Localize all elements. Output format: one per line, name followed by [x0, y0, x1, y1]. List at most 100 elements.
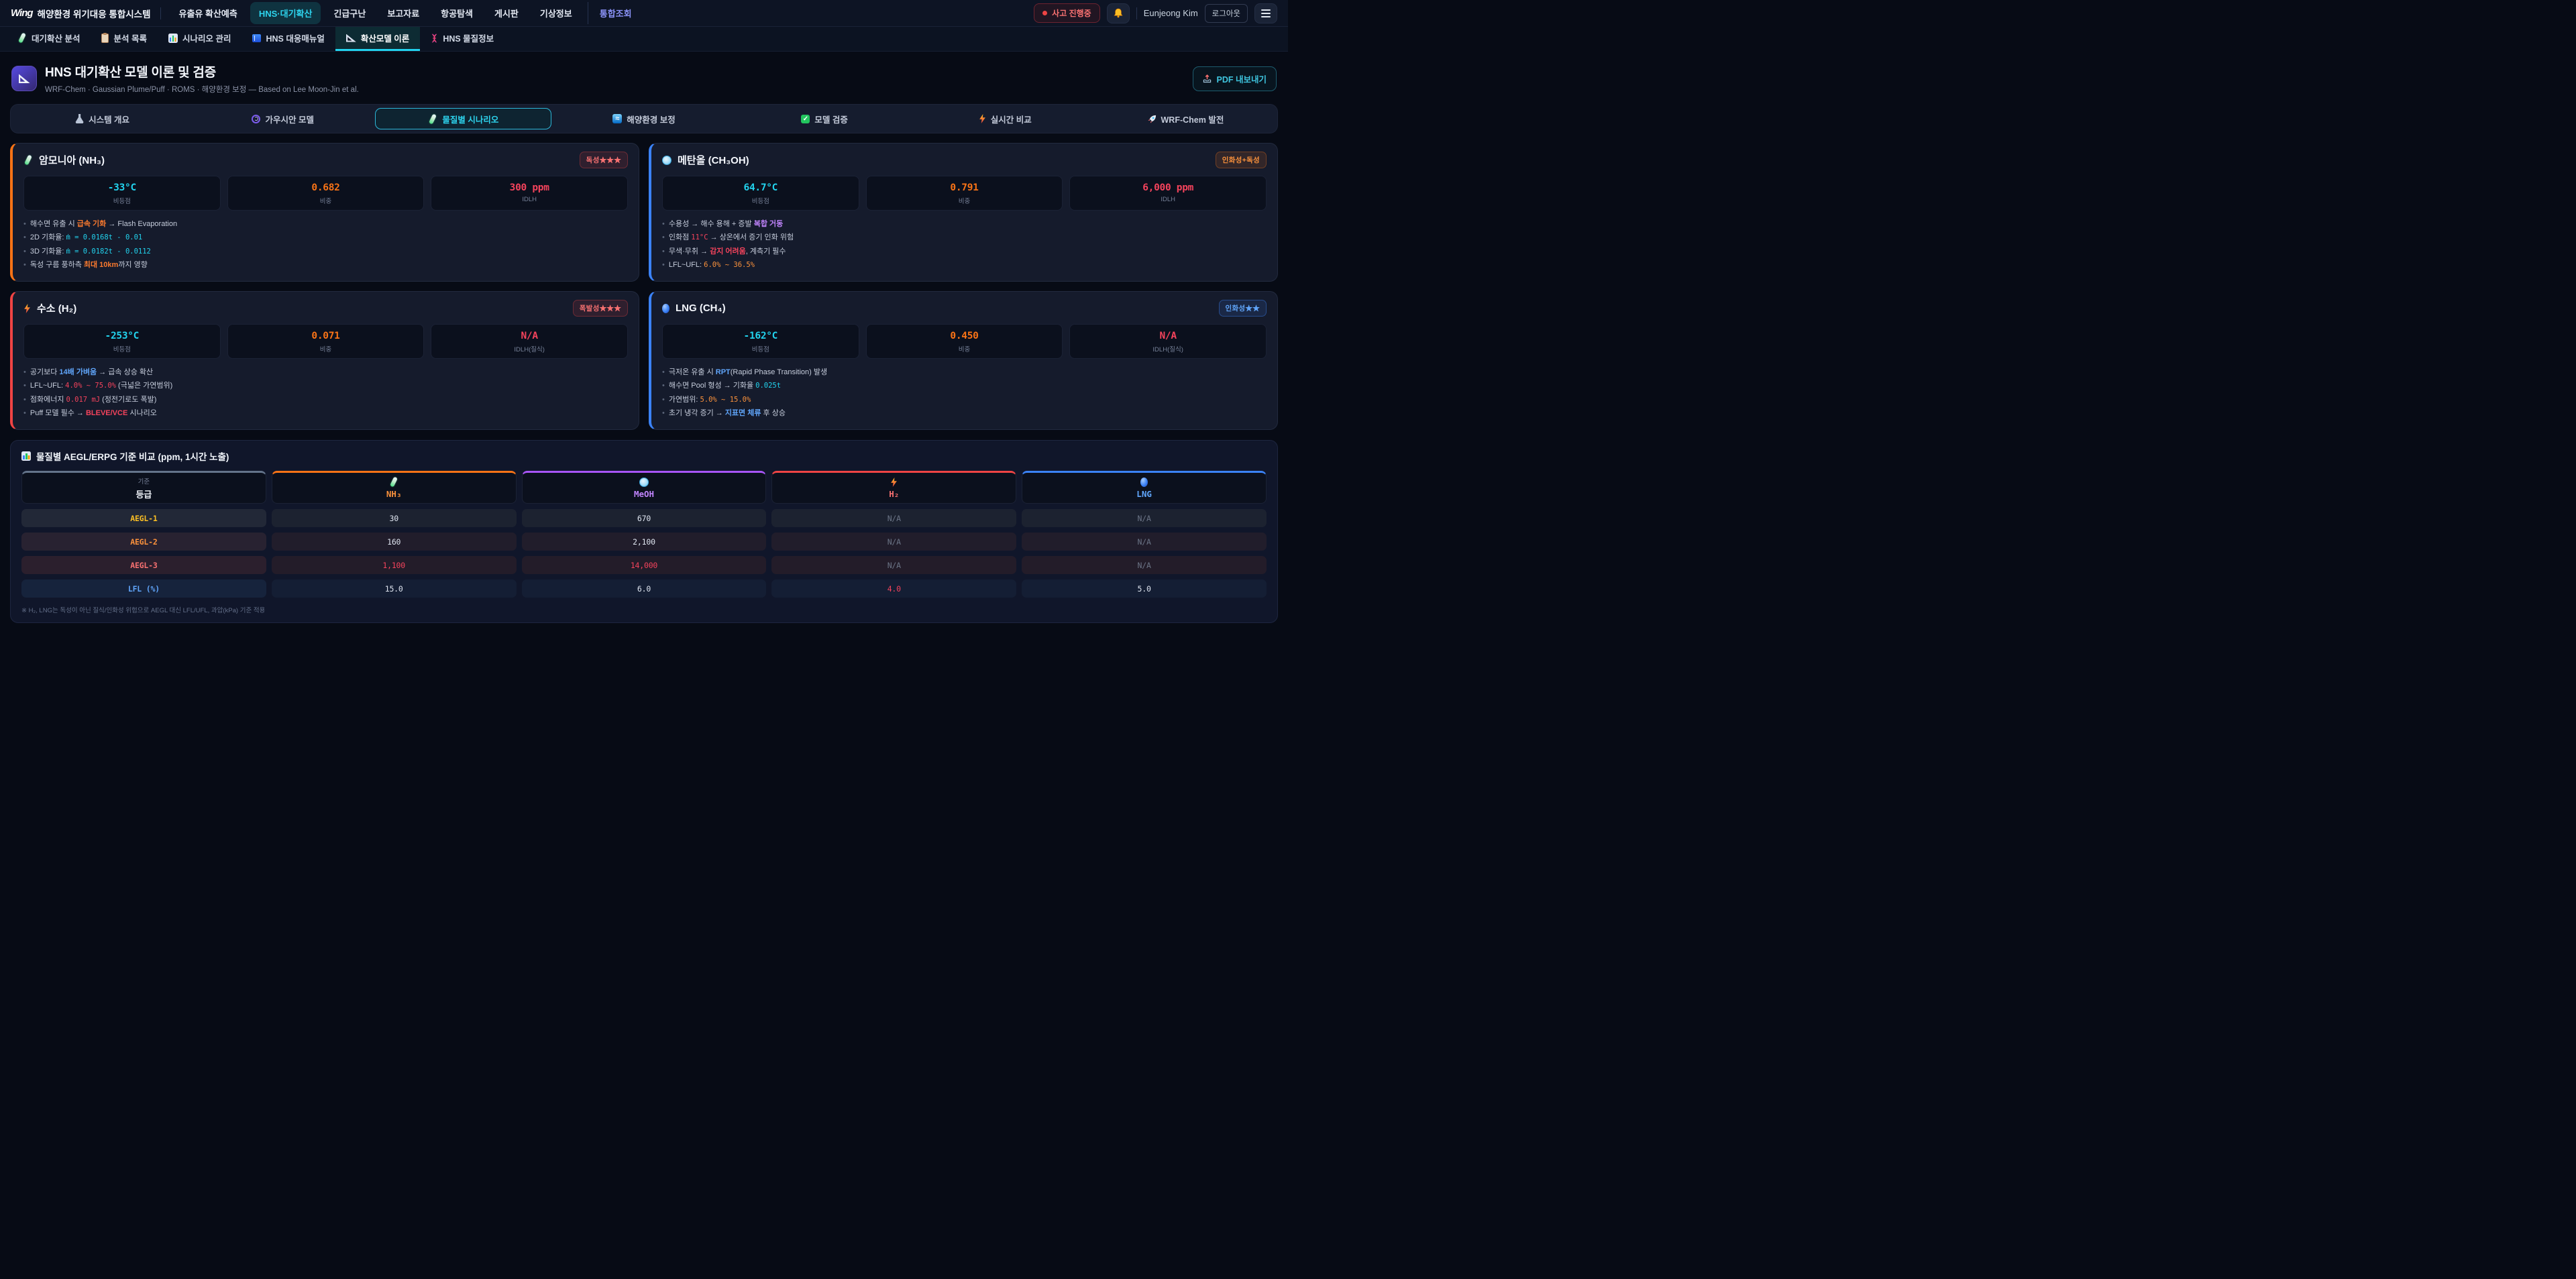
sphere-icon	[1140, 477, 1148, 487]
table-column-header-NH₃: NH₃	[271, 471, 517, 504]
hazard-badge: 인화성★★	[1218, 300, 1267, 317]
pdf-export-button[interactable]: PDF 내보내기	[1192, 66, 1277, 91]
stat-value: -33°C	[107, 182, 136, 193]
table-corner-cell: 기준 등급	[21, 471, 266, 504]
stat-row: -33°C 비등점 0.682 비중 300 ppm IDLH	[23, 176, 628, 211]
section-tab-7[interactable]: WRF-Chem 발전	[1097, 108, 1274, 129]
menu-button[interactable]	[1254, 3, 1277, 23]
property-item: • 가연범위: 5.0% ~ 15.0%	[662, 393, 1267, 407]
stat-value: 300 ppm	[509, 182, 549, 193]
book-icon	[252, 34, 262, 42]
stat-box: -33°C 비등점	[23, 176, 221, 211]
export-icon	[1203, 74, 1212, 83]
section-tab-1[interactable]: 시스템 개요	[14, 108, 191, 129]
stat-label: 비등점	[113, 346, 131, 353]
notifications-button[interactable]	[1106, 3, 1130, 23]
nav-item-1[interactable]: 유출유 확산예측	[170, 2, 246, 24]
stat-label: 비중	[319, 198, 332, 205]
subtab-6[interactable]: HNS 물질정보	[420, 27, 504, 51]
property-item: • 2D 기화율: ṁ = 0.0168t - 0.01	[23, 231, 628, 245]
nav-item-8[interactable]: 통합조회	[587, 2, 641, 24]
bullet-icon: •	[23, 382, 26, 390]
text-segment: → 급속 상승 확산	[97, 368, 154, 376]
text-segment: 4.0% ~ 75.0%	[65, 382, 116, 390]
property-item: • 인화점 11°C → 상온에서 증기 인화 위험	[662, 231, 1267, 245]
subtab-label: HNS 물질정보	[443, 34, 494, 44]
subtab-3[interactable]: 시나리오 관리	[158, 27, 241, 51]
text-segment: RPT	[715, 368, 731, 376]
text-segment: → 상온에서 증기 인화 위험	[708, 233, 794, 241]
table-row: AEGL-3 1,100 14,000 N/A N/A	[21, 556, 1267, 574]
nav-item-4[interactable]: 보고자료	[378, 2, 428, 24]
table-cell: N/A	[771, 509, 1017, 527]
logout-button[interactable]: 로그아웃	[1204, 3, 1248, 23]
property-item: • 공기보다 14배 가벼움 → 급속 상승 확산	[23, 366, 628, 380]
stat-label: 비등점	[113, 198, 131, 205]
sphere-icon	[662, 303, 669, 313]
stat-box: 300 ppm IDLH	[431, 176, 628, 211]
section-tab-label: 모델 검증	[814, 115, 848, 125]
substance-name: 암모니아 (NH₃)	[39, 155, 105, 166]
table-cell: 670	[521, 509, 767, 527]
test-tube-icon	[429, 113, 437, 125]
text-segment: 초기 냉각 증기 →	[668, 409, 725, 417]
text-segment: 무색·무취 →	[668, 247, 710, 256]
section-tab-3[interactable]: 물질별 시나리오	[375, 108, 552, 129]
text-segment: 14배 가벼움	[59, 368, 97, 376]
test-tube-icon	[390, 476, 398, 488]
card-header: 암모니아 (NH₃) 독성★★★	[23, 152, 628, 168]
stat-value: 0.450	[950, 331, 979, 341]
table-body: AEGL-1 30 670 N/A N/A AEGL-2 160 2,100 N/A N/A AEG…	[21, 509, 1267, 598]
property-item: • Puff 모델 필수 → BLEVE/VCE 시나리오	[23, 407, 628, 421]
divider	[1136, 7, 1137, 19]
text-segment: Puff 모델 필수 →	[30, 409, 86, 417]
stat-value: -162°C	[743, 331, 778, 341]
page-subtitle: WRF-Chem · Gaussian Plume/Puff · ROMS · …	[45, 86, 359, 94]
text-segment: 0.017 mJ	[66, 395, 101, 404]
text-segment: ṁ = 0.0182t - 0.0112	[66, 247, 151, 256]
section-tab-5[interactable]: 모델 검증	[737, 108, 913, 129]
text-segment: 11°C	[691, 233, 708, 241]
nav-item-3[interactable]: 긴급구난	[325, 2, 374, 24]
stat-row: 64.7°C 비등점 0.791 비중 6,000 ppm IDLH	[662, 176, 1267, 211]
bullet-icon: •	[23, 395, 26, 404]
bullet-icon: •	[662, 247, 665, 256]
stat-value: 0.791	[950, 182, 979, 193]
text-segment: 인화점	[668, 233, 692, 241]
stat-value: N/A	[521, 331, 539, 341]
stat-row: -162°C 비등점 0.450 비중 N/A IDLH(질식)	[662, 324, 1267, 359]
section-tab-2[interactable]: 가우시안 모델	[195, 108, 371, 129]
text-segment: 가연범위:	[668, 395, 700, 404]
table-title-row: 물질별 AEGL/ERPG 기준 비교 (ppm, 1시간 노출)	[21, 449, 1267, 463]
topbar-actions: 사고 진행중 Eunjeong Kim 로그아웃	[1034, 3, 1277, 23]
column-symbol: LNG	[1136, 488, 1152, 499]
text-segment: 지표면 체류	[724, 409, 761, 417]
triangle-ruler-icon	[18, 74, 30, 83]
page-title: HNS 대기확산 모델 이론 및 검증	[45, 66, 216, 80]
bullet-icon: •	[662, 409, 665, 417]
text-segment: 극저온 유출 시	[668, 368, 716, 376]
table-cell: N/A	[1022, 509, 1267, 527]
stat-label: 비등점	[751, 346, 769, 353]
subtab-5[interactable]: 확산모델 이론	[335, 27, 421, 51]
nav-item-7[interactable]: 기상정보	[531, 2, 581, 24]
substance-name: LNG (CH₄)	[676, 302, 726, 314]
text-segment: 해수면 Pool 형성 → 기화율	[668, 382, 756, 390]
stat-label: 비중	[958, 346, 971, 353]
subtab-2[interactable]: 분석 목록	[91, 27, 157, 51]
text-segment: 2D 기화율:	[30, 233, 66, 241]
text-segment: 0.025t	[755, 382, 782, 390]
table-header-row: 기준 등급 NH₃ MeOH H₂ LNG	[21, 471, 1267, 504]
subtab-label: 분석 목록	[113, 34, 147, 44]
subtab-1[interactable]: 대기확산 분석	[7, 27, 91, 51]
primary-nav: 유출유 확산예측 HNS·대기확산 긴급구난 보고자료 항공탐색 게시판 기상정보 통합조회	[170, 2, 1025, 24]
nav-item-2[interactable]: HNS·대기확산	[250, 2, 321, 24]
nav-item-5[interactable]: 항공탐색	[432, 2, 482, 24]
subtab-4[interactable]: HNS 대응매뉴얼	[241, 27, 335, 51]
text-segment: 시나리오	[127, 409, 157, 417]
nav-item-6[interactable]: 게시판	[486, 2, 527, 24]
section-tab-4[interactable]: 해양환경 보정	[555, 108, 732, 129]
column-symbol: MeOH	[633, 488, 655, 499]
section-tab-6[interactable]: 실시간 비교	[917, 108, 1093, 129]
table-cell: 4.0	[771, 579, 1017, 598]
